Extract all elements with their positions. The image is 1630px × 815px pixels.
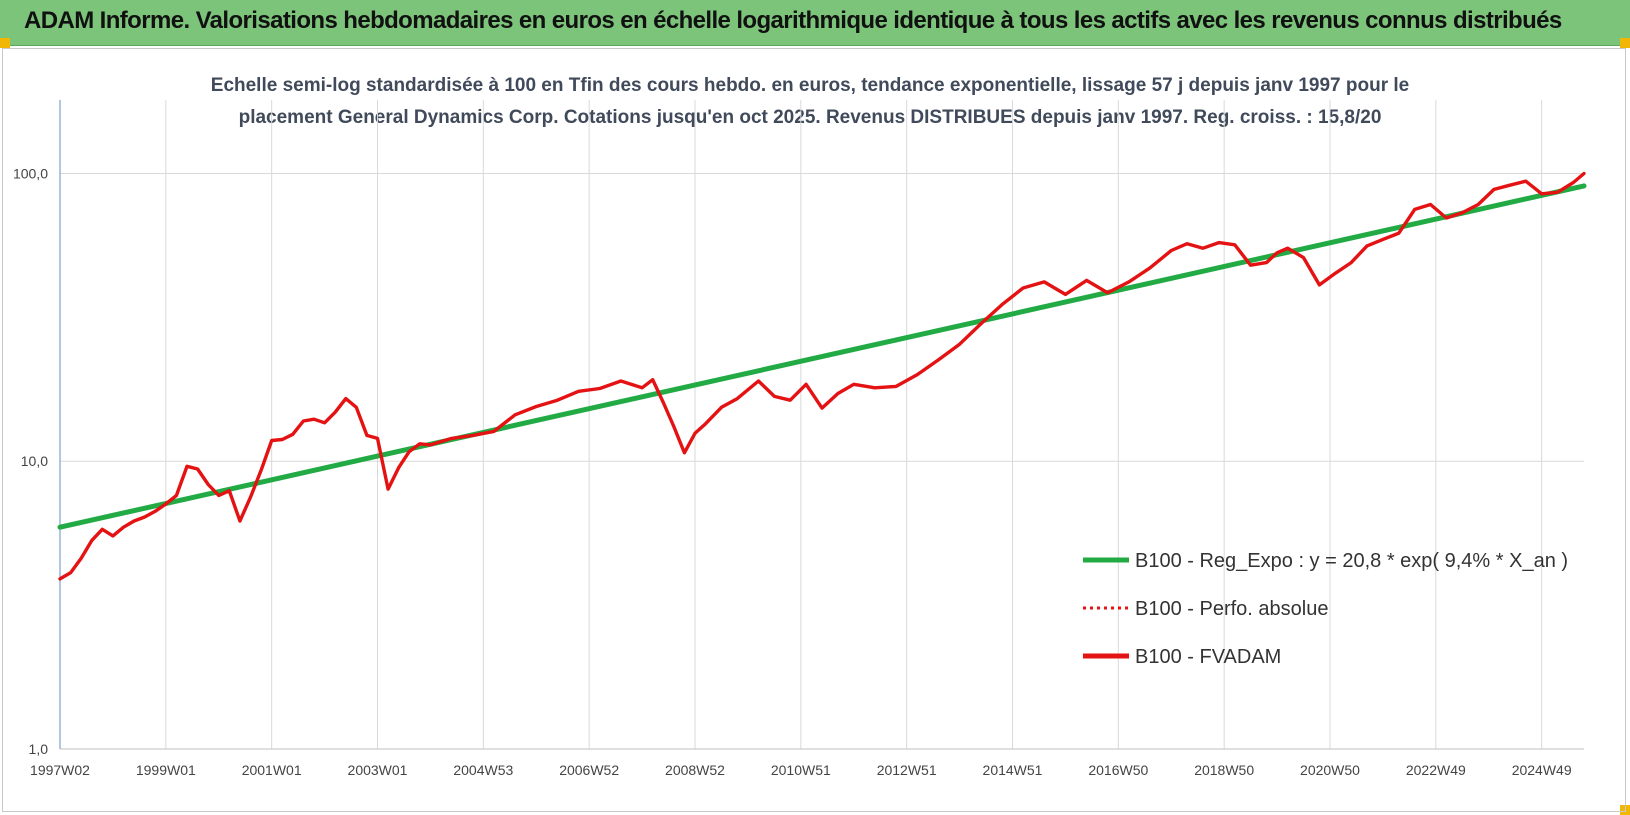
chart-subtitle-line-2: placement General Dynamics Corp. Cotatio… — [239, 107, 1382, 128]
legend-label: B100 - FVADAM — [1135, 646, 1281, 668]
regression-line — [57, 183, 1587, 530]
x-tick-label: 2016W50 — [1088, 762, 1148, 778]
series — [57, 171, 1587, 581]
x-tick-label: 2010W51 — [771, 762, 831, 778]
corner-marker-top-right — [1620, 38, 1630, 48]
x-tick-label: 2024W49 — [1512, 762, 1572, 778]
y-tick-label: 100,0 — [13, 165, 48, 181]
x-tick-label: 1999W01 — [136, 762, 196, 778]
legend-label: B100 - Perfo. absolue — [1135, 598, 1328, 620]
x-tick-label: 2018W50 — [1194, 762, 1254, 778]
x-tick-label: 2022W49 — [1406, 762, 1466, 778]
x-tick-label: 2008W52 — [665, 762, 725, 778]
x-tick-label: 2003W01 — [348, 762, 408, 778]
x-tick-label: 2020W50 — [1300, 762, 1360, 778]
x-tick-label: 2004W53 — [453, 762, 513, 778]
axes: 1,0 10,0 100,0 1997W02 1999W01 2001W01 2003W01… — [13, 100, 1584, 778]
x-tick-label: 2012W51 — [877, 762, 937, 778]
legend-label: B100 - Reg_Expo : y = 20,8 * exp( 9,4% *… — [1135, 550, 1568, 572]
grid — [60, 100, 1584, 750]
chart-subtitle-line-1: Echelle semi-log standardisée à 100 en T… — [211, 75, 1409, 96]
x-tick-label: 1997W02 — [30, 762, 90, 778]
legend: B100 - Reg_Expo : y = 20,8 * exp( 9,4% *… — [1083, 550, 1568, 668]
corner-marker-top-left — [0, 38, 10, 48]
chart-frame — [2, 48, 1626, 812]
title-banner: ADAM Informe. Valorisations hebdomadaire… — [0, 0, 1630, 46]
y-tick-label: 1,0 — [29, 741, 49, 757]
y-tick-label: 10,0 — [21, 453, 48, 469]
x-tick-label: 2006W52 — [559, 762, 619, 778]
fvadam-line — [58, 171, 1586, 581]
x-tick-label: 2014W51 — [983, 762, 1043, 778]
page-title: ADAM Informe. Valorisations hebdomadaire… — [24, 7, 1562, 34]
x-tick-label: 2001W01 — [242, 762, 302, 778]
